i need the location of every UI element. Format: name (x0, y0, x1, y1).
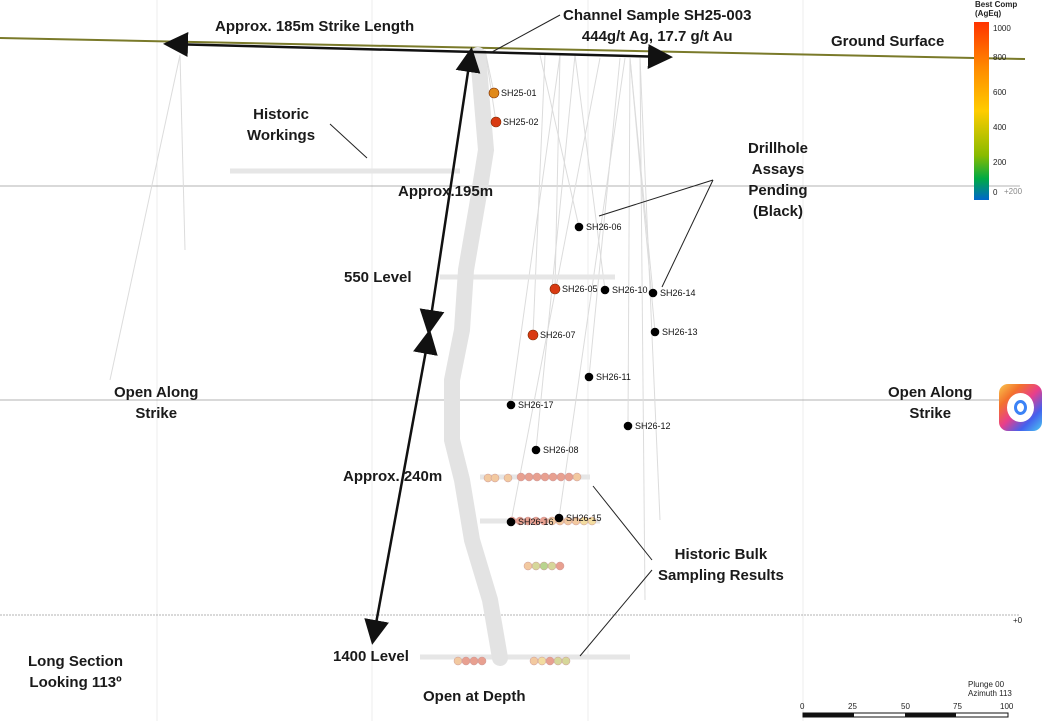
strike-length-arrow (163, 32, 673, 69)
open-strike-left-label: Open Along Strike (114, 384, 199, 422)
legend-tick-label: 800 (993, 53, 1007, 62)
drillhole-label: SH26-06 (586, 222, 622, 232)
scale-tick-label: 75 (953, 702, 962, 711)
drillhole-sh26-14 (648, 288, 658, 298)
drillhole-label: SH26-13 (662, 327, 698, 337)
depth-240-arrow (364, 329, 438, 645)
legend-title: Best Comp (AgEq) (975, 0, 1018, 18)
drillhole-label: SH26-14 (660, 288, 696, 298)
scale-tick-label: 25 (848, 702, 857, 711)
drillhole-label: SH26-08 (543, 445, 579, 455)
approx-195-label: Approx.195m (398, 183, 494, 200)
legend-tick-label: 0 (993, 188, 998, 197)
drillhole-label: SH26-17 (518, 400, 554, 410)
drillhole-sh26-13 (650, 327, 660, 337)
drillhole-label: SH26-12 (635, 421, 671, 431)
approx-240-label: Approx. 240m (343, 468, 443, 485)
drillhole-sh26-11 (584, 372, 594, 382)
drillhole-pending-label: Drillhole Assays Pending (Black) (748, 140, 809, 220)
drillhole-label: SH26-16 (518, 517, 554, 527)
grid-horizontals (0, 185, 1020, 616)
drillhole-sh26-17 (506, 400, 516, 410)
scale-tick-label: 50 (901, 702, 910, 711)
ground-surface-label: Ground Surface (831, 33, 945, 50)
channel-sample-label: Channel Sample SH25-003 444g/t Ag, 17.7 … (563, 7, 752, 45)
legend-tick-label: 600 (993, 88, 1007, 97)
level-550-label: 550 Level (344, 269, 412, 286)
plunge-azimuth: Plunge 00 Azimuth 113 (968, 680, 1012, 698)
legend-colour-bar (974, 22, 989, 200)
bulk-sample-dots (453, 472, 597, 666)
drillhole-label: SH26-11 (596, 372, 631, 382)
legend-tick-label: 1000 (993, 24, 1011, 33)
legend-tick-label: 200 (993, 158, 1007, 167)
drillhole-sh25-02 (490, 116, 502, 128)
open-depth-label: Open at Depth (423, 688, 526, 705)
depth-195-arrow (419, 47, 481, 335)
vein-structure (444, 47, 508, 666)
historic-workings-label: Historic Workings (247, 106, 316, 144)
drillhole-sh26-07 (527, 329, 539, 341)
drillhole-intercepts (488, 87, 660, 527)
strike-length-label: Approx. 185m Strike Length (215, 18, 415, 35)
drillhole-label: SH26-05 (562, 284, 598, 294)
scale-bar (802, 712, 1009, 718)
drillhole-label: SH26-15 (566, 513, 602, 523)
historic-bulk-label: Historic Bulk Sampling Results (658, 546, 784, 584)
historic-workings-bands (230, 168, 630, 660)
legend-tick-label: 400 (993, 123, 1007, 132)
drillhole-sh26-05 (549, 283, 561, 295)
long-section-label: Long Section Looking 113º (28, 653, 123, 691)
drillhole-sh25-01 (488, 87, 500, 99)
callout-lines (329, 14, 714, 657)
scale-tick-label: 100 (1000, 702, 1014, 711)
scale-tick-label: 0 (800, 702, 805, 711)
drillhole-sh26-15 (554, 513, 564, 523)
drillhole-label: SH26-10 (612, 285, 648, 295)
drillhole-label: SH25-01 (501, 88, 537, 98)
level-1400-label: 1400 Level (333, 648, 409, 665)
drillhole-sh26-10 (600, 285, 610, 295)
drillhole-sh26-16 (506, 517, 516, 527)
drillhole-sh26-06 (574, 222, 584, 232)
drill-traces (109, 49, 661, 601)
app-logo-icon[interactable] (999, 384, 1042, 431)
drillhole-label: SH26-07 (540, 330, 576, 340)
depth-marker: +0 (1013, 616, 1023, 625)
drillhole-sh26-12 (623, 421, 633, 431)
legend-extra: +200 (1004, 187, 1023, 196)
open-strike-right-label: Open Along Strike (888, 384, 973, 422)
drillhole-label: SH25-02 (503, 117, 539, 127)
drillhole-sh26-08 (531, 445, 541, 455)
